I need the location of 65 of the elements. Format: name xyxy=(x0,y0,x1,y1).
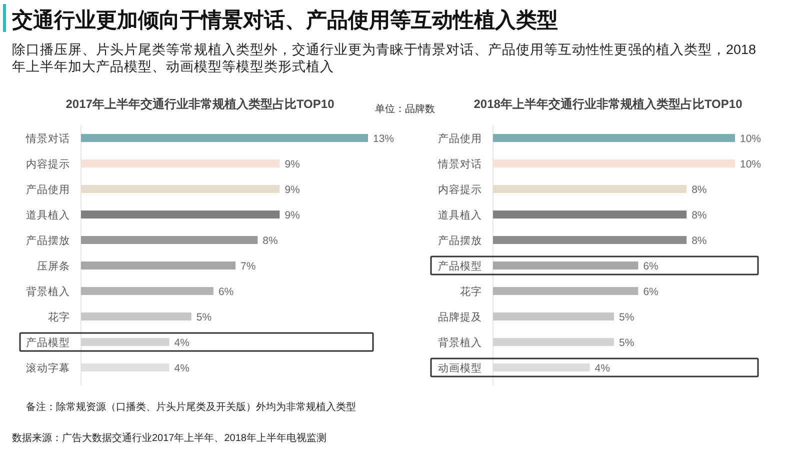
y-tick-label: 道具植入 xyxy=(438,208,482,222)
data-label: 9% xyxy=(284,184,300,196)
y-tick-label: 压屏条 xyxy=(37,260,70,272)
data-label: 7% xyxy=(240,260,256,272)
data-label: 8% xyxy=(692,210,707,222)
data-label: 4% xyxy=(174,362,190,374)
data-label: 6% xyxy=(218,286,234,298)
y-tick-label: 品牌提及 xyxy=(438,312,482,324)
bar xyxy=(81,160,280,168)
data-label: 9% xyxy=(284,210,300,222)
y-tick-label: 产品使用 xyxy=(438,132,482,145)
bar xyxy=(493,236,687,244)
bar xyxy=(493,338,614,346)
bar xyxy=(493,262,638,270)
bar xyxy=(81,236,258,244)
text: 单位：品牌数 xyxy=(375,103,435,115)
y-tick-label: 花字 xyxy=(460,285,482,298)
y-tick-label: 内容提示 xyxy=(438,183,482,196)
y-tick-label: 情景对话 xyxy=(25,132,70,145)
bar xyxy=(493,160,735,168)
y-tick-label: 产品摆放 xyxy=(438,234,482,247)
text: 备注：除常规资源（口播类、片头片尾类及开关版）外均为非常规植入类型 xyxy=(26,401,356,413)
y-tick-label: 内容提示 xyxy=(26,158,70,170)
data-label: 4% xyxy=(594,362,610,374)
bar xyxy=(493,134,735,142)
y-tick-label: 道具植入 xyxy=(26,208,70,222)
bar xyxy=(493,312,614,320)
y-tick-label: 产品使用 xyxy=(26,183,70,196)
data-label: 5% xyxy=(619,337,634,349)
data-label: 10% xyxy=(740,133,762,145)
bar xyxy=(81,134,368,142)
data-label: 5% xyxy=(196,312,212,324)
text: 交通行业更加倾向于情景对话、产品使用等互动性植入类型 xyxy=(11,8,558,32)
bar xyxy=(81,338,170,346)
data-label: 9% xyxy=(284,158,300,170)
subtitle: 除口播压屏、片头片尾类等常规植入类型外，交通行业更为青睐于情景对话、产品使用等互动性性更强的植入类型，2018年上半年加大产品模型、动画模型等模型类形式植入 xyxy=(12,42,756,74)
y-tick-label: 产品模型 xyxy=(26,336,70,349)
chart-title: 2017年上半年交通行业非常规植入类型占比TOP10 xyxy=(66,97,335,111)
y-tick-label: 动画模型 xyxy=(438,362,482,374)
y-tick-label: 花字 xyxy=(48,310,70,324)
bar xyxy=(81,287,214,295)
y-tick-label: 背景植入 xyxy=(438,336,482,349)
data-label: 10% xyxy=(740,158,762,170)
bar xyxy=(493,210,687,218)
bar xyxy=(81,262,236,270)
data-label: 13% xyxy=(373,133,394,145)
bar xyxy=(81,312,192,320)
y-tick-label: 背景植入 xyxy=(26,285,70,298)
bar xyxy=(81,210,280,218)
data-label: 6% xyxy=(643,286,658,298)
y-tick-label: 产品模型 xyxy=(438,260,482,272)
data-label: 8% xyxy=(692,184,707,196)
bar xyxy=(493,185,687,193)
chart-title: 2018年上半年交通行业非常规植入类型占比TOP10 xyxy=(474,97,743,111)
data-label: 6% xyxy=(643,260,658,272)
data-label: 4% xyxy=(174,337,190,349)
data-label: 8% xyxy=(692,235,707,247)
y-tick-label: 产品摆放 xyxy=(26,234,70,247)
data-label: 5% xyxy=(619,312,634,324)
bar xyxy=(493,287,638,295)
y-tick-label: 滚动字幕 xyxy=(26,362,70,374)
data-label: 8% xyxy=(262,235,278,247)
bar xyxy=(81,185,280,193)
y-tick-label: 情景对话 xyxy=(437,158,482,170)
source-note: 数据来源：广告大数据交通行业2017年上半年、2018年上半年电视监测 xyxy=(12,432,326,444)
